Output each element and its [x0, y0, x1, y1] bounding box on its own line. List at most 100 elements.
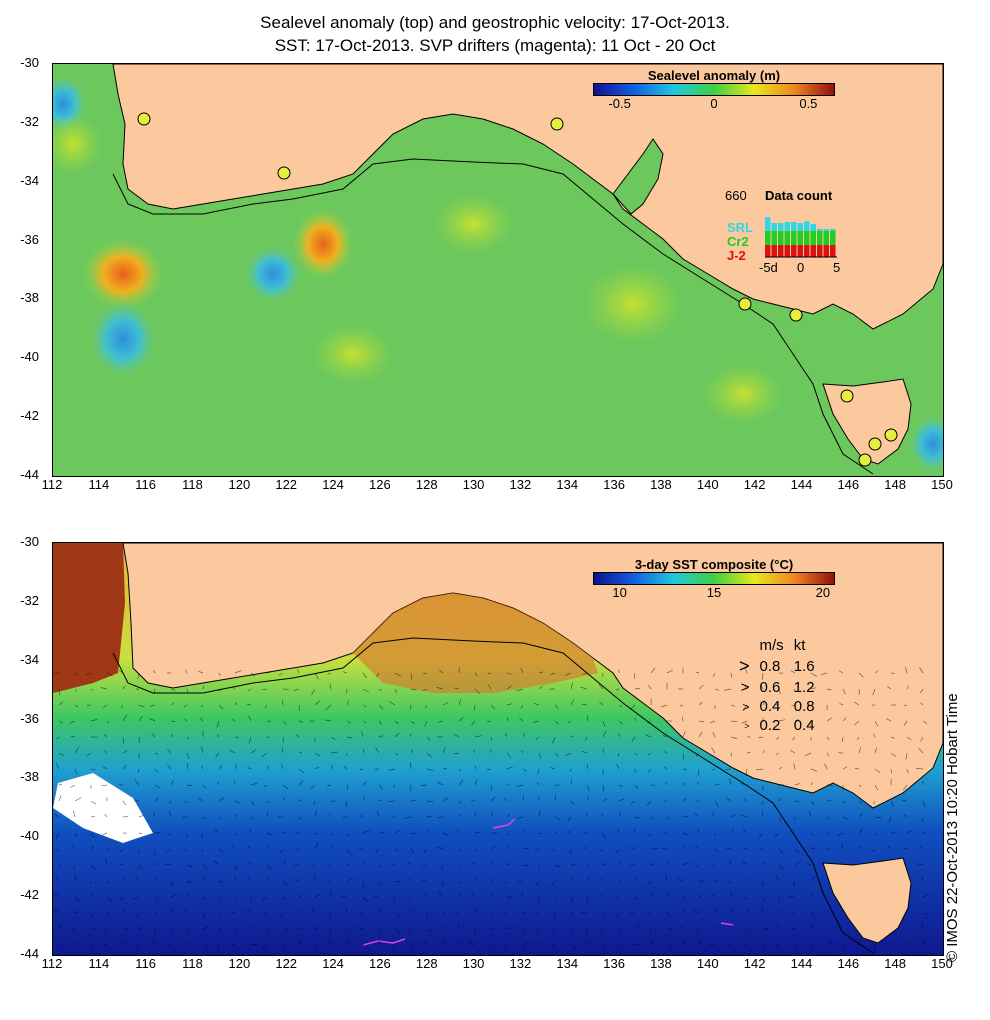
sealevel-map-panel: Sealevel anomaly (m) -0.5 0 0.5 660 Data…: [52, 63, 944, 477]
bot-xtick: 148: [884, 956, 906, 971]
bot-xtick: 114: [88, 956, 110, 971]
sla-colorbar-ticks: -0.5 0 0.5: [593, 96, 835, 112]
arrow-glyph-icon: >: [739, 656, 750, 676]
speed-header-kt: kt: [793, 637, 806, 654]
speed-ms-3: 0.4: [759, 698, 781, 715]
speed-legend: m/s kt > 0.8 1.6 > 0.6 1.2 > 0.4 0.8 > 0…: [733, 635, 821, 736]
bot-ytick: -38: [20, 769, 39, 785]
shelf-contour: [112, 637, 874, 954]
drifter-track-1: [362, 938, 406, 946]
sst-tick-20: 20: [815, 585, 831, 600]
top-xtick: 134: [556, 477, 579, 492]
dc-xtick-2: 0: [797, 260, 805, 275]
bot-xtick: 136: [603, 956, 625, 971]
top-ytick: -34: [20, 172, 39, 188]
title-line-2: SST: 17-Oct-2013. SVP drifters (magenta)…: [274, 36, 716, 55]
sla-blobs: [53, 74, 943, 474]
bot-xtick: 112: [41, 956, 63, 971]
sla-colorbar-gradient: [593, 83, 835, 96]
top-xtick: 132: [509, 477, 532, 492]
top-xtick: 114: [88, 477, 110, 492]
data-count-title: Data count: [765, 188, 833, 203]
bot-xtick: 140: [696, 956, 719, 971]
bot-xtick: 128: [415, 956, 438, 971]
top-xtick: 142: [743, 477, 766, 492]
velocity-vectors: [53, 667, 930, 952]
bot-ytick: -36: [20, 710, 39, 726]
speed-ms-4: 0.2: [759, 717, 781, 734]
top-xtick: 118: [182, 477, 203, 492]
bot-xtick: 150: [931, 956, 953, 971]
top-ytick: -32: [20, 113, 39, 129]
sla-tick-pos: 0.5: [799, 96, 818, 111]
drifter-track-3: [720, 922, 734, 926]
top-xtick: 112: [41, 477, 63, 492]
speed-ms-2: 0.6: [759, 679, 781, 696]
sst-tick-15: 15: [706, 585, 722, 600]
sst-tick-10: 10: [612, 585, 627, 600]
dc-xtick-1: -5d: [759, 260, 778, 275]
bot-xtick: 124: [322, 956, 344, 971]
bot-xtick: 146: [837, 956, 860, 971]
arrow-glyph-icon: >: [744, 720, 750, 731]
bot-xtick: 142: [743, 956, 766, 971]
data-count-inset: 660 Data count SRL Cr2 J-2 -5d 0 5: [725, 186, 845, 276]
bot-ytick: -44: [20, 946, 39, 961]
sst-colorbar-title: 3-day SST composite (°C): [634, 557, 794, 572]
top-xtick: 150: [931, 477, 953, 492]
shelf-contour: [112, 158, 874, 475]
bot-xtick: 132: [509, 956, 532, 971]
altimeter-stations: [137, 112, 898, 467]
bot-xtick: 126: [369, 956, 391, 971]
sla-tick-neg: -0.5: [608, 96, 631, 111]
land-mainland: [112, 64, 943, 330]
sst-map-panel: 3-day SST composite (°C) 10 15 20 m/s kt…: [52, 542, 944, 956]
top-xtick: 124: [322, 477, 344, 492]
speed-ms-1: 0.8: [759, 658, 781, 675]
speed-header-ms: m/s: [759, 637, 784, 654]
top-xtick: 140: [696, 477, 719, 492]
sst-warm-west: [53, 543, 125, 693]
bot-ytick: -40: [20, 828, 39, 844]
copyright-label: © IMOS 22-Oct-2013 10:20 Hobart Time: [944, 693, 961, 962]
top-xtick: 130: [462, 477, 485, 492]
top-ytick: -44: [20, 467, 39, 482]
sst-colorbar-gradient: [593, 572, 835, 585]
speed-kt-3: 0.8: [793, 698, 815, 715]
drifter-track-2: [492, 818, 516, 829]
land-tasmania: [822, 857, 912, 944]
top-xtick: 122: [275, 477, 298, 492]
sst-map: [53, 543, 943, 955]
sst-cold-patch: [53, 773, 153, 843]
bot-xtick: 116: [135, 956, 157, 971]
bot-ytick: -42: [20, 887, 39, 903]
top-xtick: 146: [837, 477, 860, 492]
speed-kt-1: 1.6: [793, 658, 815, 675]
bot-xtick: 138: [650, 956, 672, 971]
top-ytick: -30: [20, 55, 39, 70]
sealevel-map: [53, 64, 943, 476]
speed-kt-4: 0.4: [793, 717, 815, 734]
sst-colorbar-ticks: 10 15 20: [593, 585, 835, 601]
bot-xtick: 120: [228, 956, 251, 971]
land-gulf-peninsula: [612, 138, 664, 215]
top-ytick: -38: [20, 290, 39, 306]
top-xtick: 138: [650, 477, 672, 492]
series-cr2: Cr2: [727, 234, 749, 249]
dc-xtick-3: 5: [833, 260, 841, 275]
top-ytick: -36: [20, 231, 39, 247]
sla-colorbar: Sealevel anomaly (m) -0.5 0 0.5: [593, 68, 835, 112]
arrow-glyph-icon: >: [740, 679, 750, 696]
top-ytick: -40: [20, 349, 39, 365]
top-xtick: 148: [884, 477, 906, 492]
bot-ytick: -32: [20, 592, 39, 608]
bot-ytick: -30: [20, 534, 39, 549]
series-j2: J-2: [727, 248, 746, 263]
bot-xtick: 118: [182, 956, 203, 971]
data-count-max: 660: [725, 188, 747, 203]
sst-colorbar: 3-day SST composite (°C) 10 15 20: [593, 557, 835, 601]
title-line-1: Sealevel anomaly (top) and geostrophic v…: [260, 13, 730, 32]
top-xtick: 136: [603, 477, 625, 492]
bot-xtick: 144: [790, 956, 813, 971]
bot-xtick: 130: [462, 956, 485, 971]
